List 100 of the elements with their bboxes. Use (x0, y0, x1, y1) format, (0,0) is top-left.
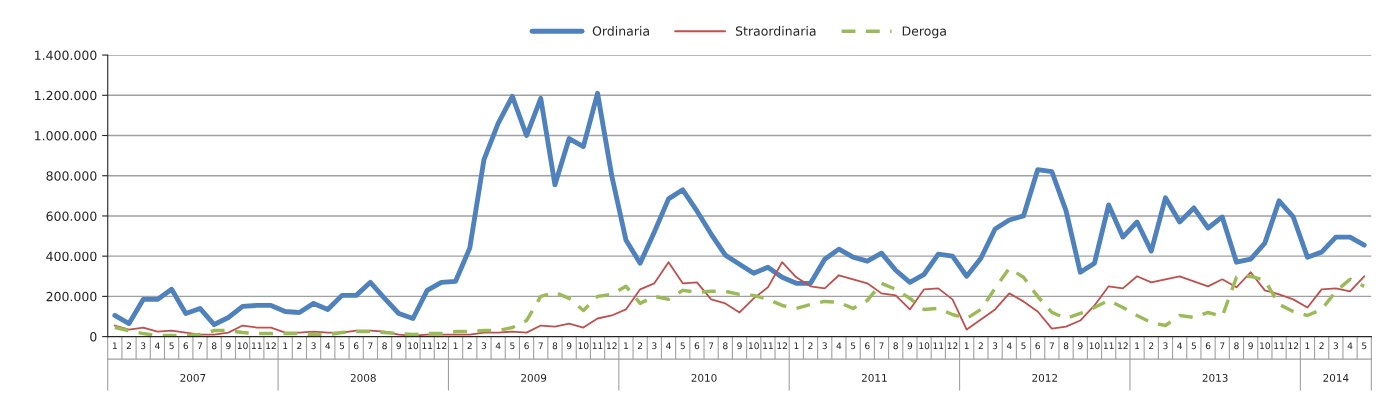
legend-label: Ordinaria (592, 26, 649, 36)
x-tick-label: 3 (1163, 342, 1168, 350)
x-tick-label: 1 (794, 342, 799, 350)
x-tick-label: 4 (1177, 342, 1183, 350)
x-tick-label: 6 (865, 342, 870, 350)
x-tick-label: 5 (1191, 342, 1196, 350)
x-tick-label: 1 (453, 342, 458, 350)
x-tick-label: 1 (1135, 342, 1140, 350)
x-tick-label: 9 (737, 342, 742, 350)
x-tick-label: 10 (237, 342, 248, 350)
x-tick-label: 4 (325, 342, 331, 350)
x-tick-label: 3 (822, 342, 827, 350)
x-tick-label: 11 (592, 342, 603, 350)
legend-label: Deroga (902, 26, 946, 39)
y-tick-label: 400.000 (46, 251, 97, 262)
x-tick-label: 6 (183, 342, 189, 350)
text: 2008 (350, 373, 376, 382)
x-tick-label: 9 (1248, 342, 1253, 350)
x-tick-label: 8 (211, 342, 217, 350)
x-tick-label: 8 (552, 342, 558, 350)
x-tick-label: 11 (933, 342, 944, 350)
y-tick-label: 800.000 (46, 171, 97, 181)
x-tick-label: 12 (777, 342, 787, 350)
x-tick-label: 7 (879, 342, 884, 350)
x-tick-label: 10 (1260, 342, 1270, 350)
x-tick-label: 2 (808, 342, 813, 350)
x-tick-label: 2 (978, 342, 983, 350)
x-tick-label: 5 (510, 342, 515, 350)
x-tick-label: 8 (1063, 342, 1069, 350)
x-tick-label: 3 (311, 342, 316, 350)
x-tick-label: 9 (1077, 342, 1083, 350)
x-tick-label: 7 (197, 342, 203, 350)
x-tick-label: 4 (154, 342, 160, 350)
x-tick-label: 1 (964, 342, 969, 350)
x-tick-label: 12 (947, 342, 958, 350)
x-tick-label: 7 (538, 342, 543, 350)
x-tick-label: 6 (1035, 342, 1040, 350)
x-tick-label: 7 (1220, 342, 1225, 350)
x-tick-label: 5 (339, 342, 345, 350)
x-tick-label: 2 (637, 342, 643, 350)
x-tick-label: 2 (126, 342, 131, 350)
x-tick-label: 5 (680, 342, 685, 350)
x-tick-label: 3 (481, 342, 487, 350)
x-tick-label: 1 (283, 342, 288, 350)
x-tick-label: 5 (169, 342, 174, 350)
x-tick-label: 12 (606, 342, 617, 350)
text: 2011 (861, 373, 887, 382)
x-tick-label: 12 (1288, 342, 1299, 350)
x-tick-label: 12 (436, 342, 447, 350)
x-tick-label: 10 (408, 342, 419, 350)
x-tick-label: 4 (1347, 342, 1353, 350)
x-tick-label: 7 (368, 342, 373, 350)
x-tick-label: 9 (907, 342, 913, 350)
x-tick-label: 4 (666, 342, 671, 350)
x-tick-label: 8 (1234, 342, 1239, 350)
x-tick-label: 12 (1118, 342, 1128, 350)
x-tick-label: 7 (1049, 342, 1054, 350)
x-tick-label: 6 (1205, 342, 1211, 350)
x-tick-label: 1 (112, 342, 117, 350)
text: 2013 (1202, 373, 1228, 382)
text: 2007 (180, 373, 206, 382)
x-tick-label: 3 (1333, 342, 1338, 350)
legend-label: Straordinaria (735, 26, 816, 36)
text: 2010 (691, 373, 717, 382)
x-tick-label: 8 (893, 342, 898, 350)
x-tick-label: 11 (763, 342, 773, 350)
x-tick-label: 8 (723, 342, 728, 350)
text: 2009 (521, 373, 547, 382)
x-tick-label: 10 (1089, 342, 1100, 350)
x-tick-label: 2 (297, 342, 302, 350)
x-tick-label: 9 (566, 342, 572, 350)
x-tick-label: 3 (992, 342, 998, 350)
x-tick-label: 11 (1274, 342, 1284, 350)
text: 2014 (1323, 373, 1349, 382)
x-tick-label: 1 (624, 342, 628, 350)
x-tick-label: 11 (252, 342, 262, 350)
x-tick-label: 11 (422, 342, 433, 350)
x-tick-label: 4 (836, 342, 842, 350)
x-tick-label: 3 (141, 342, 146, 350)
x-tick-label: 2 (467, 342, 472, 350)
y-tick-label: 600.000 (46, 211, 97, 221)
x-tick-label: 2 (1319, 342, 1324, 350)
x-tick-label: 6 (353, 342, 359, 350)
x-tick-label: 5 (1362, 342, 1367, 350)
x-tick-label: 9 (396, 342, 402, 350)
x-tick-label: 5 (1021, 342, 1026, 350)
y-tick-label: 200.000 (46, 291, 97, 302)
x-tick-label: 2 (1149, 342, 1154, 350)
y-tick-label: 1.000.000 (35, 130, 97, 141)
x-tick-label: 12 (266, 342, 276, 350)
x-tick-label: 6 (694, 342, 700, 350)
y-tick-label: 1.400.000 (35, 50, 97, 61)
y-tick-label: 0 (90, 332, 97, 342)
x-tick-label: 7 (709, 342, 714, 350)
x-tick-label: 5 (850, 342, 856, 350)
x-tick-label: 10 (578, 342, 589, 350)
line-series (112, 90, 1367, 327)
x-tick-label: 3 (652, 342, 657, 350)
x-tick-label: 11 (1103, 342, 1114, 350)
x-tick-label: 9 (226, 342, 231, 350)
